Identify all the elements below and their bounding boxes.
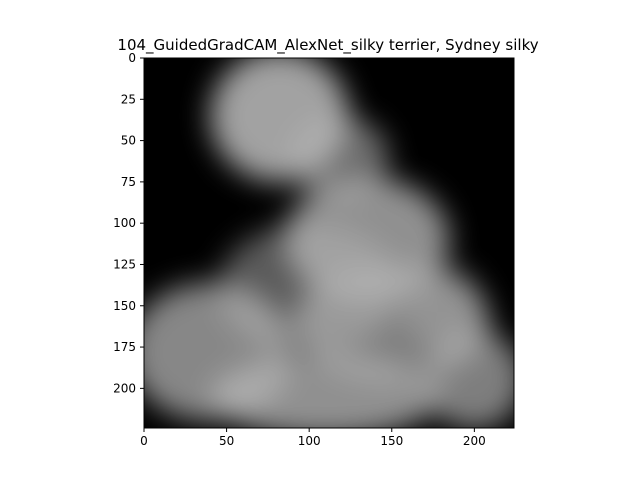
fur-texture-overlay: [144, 58, 514, 428]
x-tick-label-50: 50: [219, 434, 234, 448]
x-tick-label-100: 100: [298, 434, 321, 448]
y-tick-label-0: 0: [128, 51, 136, 65]
y-tick-label-150: 150: [113, 299, 136, 313]
x-tick-label-200: 200: [463, 434, 486, 448]
x-tick-label-0: 0: [140, 434, 148, 448]
y-tick-label-25: 25: [121, 92, 136, 106]
x-tick-label-150: 150: [380, 434, 403, 448]
y-tick-label-175: 175: [113, 340, 136, 354]
y-axis: 0 25 50 75 100 125 150 175 200: [113, 51, 144, 395]
y-tick-label-200: 200: [113, 381, 136, 395]
x-axis: 0 50 100 150 200: [140, 428, 486, 448]
chart-title: 104_GuidedGradCAM_AlexNet_silky terrier,…: [117, 36, 538, 55]
y-tick-label-75: 75: [121, 175, 136, 189]
y-tick-label-125: 125: [113, 257, 136, 271]
y-tick-label-100: 100: [113, 216, 136, 230]
y-tick-label-50: 50: [121, 134, 136, 148]
plot-frame: [143, 57, 515, 429]
plot-area: [144, 58, 514, 428]
